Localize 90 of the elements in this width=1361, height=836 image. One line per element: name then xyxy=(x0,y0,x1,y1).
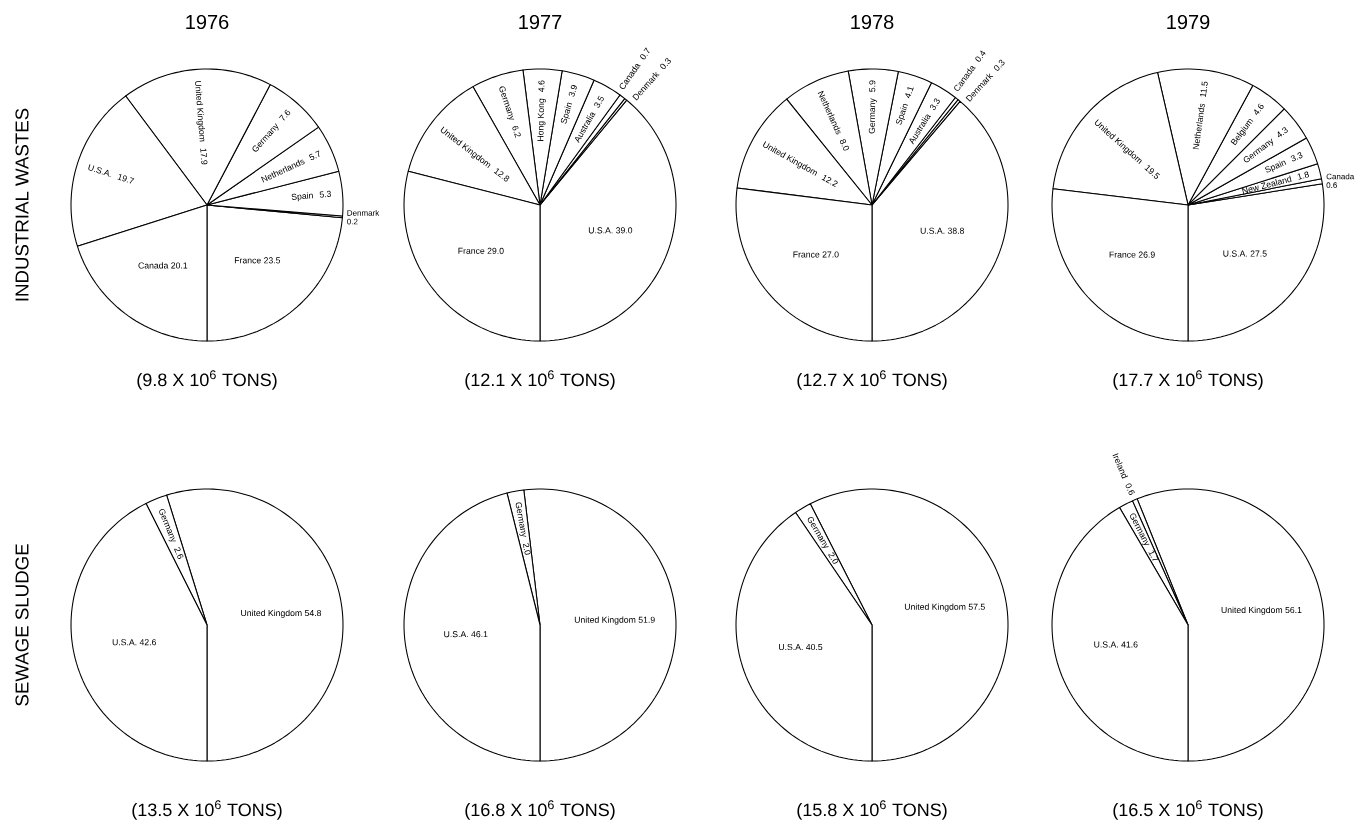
slice-label: U.S.A. xyxy=(779,643,803,651)
slice-label: France xyxy=(458,247,485,254)
data-label: 2.0 xyxy=(828,552,839,564)
slice-label: France xyxy=(1109,251,1136,258)
data-label: 1.8 xyxy=(1297,171,1310,180)
data-label: 27.0 xyxy=(822,251,839,258)
data-label: 0.3 xyxy=(660,58,671,70)
data-label: 11.5 xyxy=(1200,81,1208,98)
slice-label: Denmark xyxy=(347,209,380,216)
data-label: 20.1 xyxy=(171,262,188,269)
data-label: 3.3 xyxy=(1290,152,1303,162)
text: INDUSTRIAL WASTES xyxy=(15,108,29,301)
text: (13.5 X 10$^{6}$ TONS) xyxy=(132,800,282,820)
data-label: 38.8 xyxy=(947,227,964,234)
slice-label: Netherlands xyxy=(1192,103,1205,150)
text: (9.8 X 10$^{6}$ TONS) xyxy=(137,370,277,390)
text: (16.8 X 10$^{6}$ TONS) xyxy=(465,800,615,820)
slice-label: Spain xyxy=(896,103,908,125)
slice-label: United Kingdom xyxy=(904,603,966,612)
slice-label: U.S.A. xyxy=(920,227,945,234)
slice-label: Canada xyxy=(1326,173,1355,180)
slice-label: United Kingdom xyxy=(1221,606,1283,615)
data-label: 2.6 xyxy=(174,547,184,559)
data-label: 54.8 xyxy=(304,609,322,617)
data-label: 5.3 xyxy=(319,190,332,198)
slice-label: France xyxy=(793,251,820,258)
text: (12.1 X 10$^{6}$ TONS) xyxy=(465,370,615,390)
data-label: 26.9 xyxy=(1138,251,1155,258)
slice-label: U.S.A. xyxy=(588,227,613,234)
data-label: 42.6 xyxy=(139,639,156,646)
text: (17.7 X 10$^{6}$ TONS) xyxy=(1113,370,1263,390)
slice-label: United Kingdom xyxy=(195,80,206,142)
data-label: 4.6 xyxy=(538,80,545,92)
data-label: 0.4 xyxy=(975,50,986,62)
slice-label: U.S.A. xyxy=(1223,250,1247,257)
data-label: 0.2 xyxy=(347,218,358,225)
data-label: 39.0 xyxy=(616,227,633,234)
data-label: 2.0 xyxy=(522,543,531,555)
slice-label: Germany xyxy=(868,98,877,134)
data-label: 57.5 xyxy=(968,603,985,610)
slice-label: Germany xyxy=(515,502,527,537)
chart-title: 1978 xyxy=(851,14,894,30)
data-label: 0.7 xyxy=(640,47,650,60)
data-label: 3.3 xyxy=(929,98,940,110)
data-label: 17.9 xyxy=(200,148,208,165)
data-label: 0.6 xyxy=(1125,483,1135,495)
data-label: 8.0 xyxy=(839,139,850,151)
text: (12.7 X 10$^{6}$ TONS) xyxy=(797,370,947,390)
slice-label: U.S.A. xyxy=(1094,641,1118,648)
data-label: 5.7 xyxy=(309,150,320,161)
data-label: 0.3 xyxy=(993,59,1005,71)
slice-label: New Zealand xyxy=(1241,175,1292,194)
data-label: 46.1 xyxy=(471,631,488,638)
slice-label: Spain xyxy=(560,102,573,124)
slice-label: Canada xyxy=(138,262,169,269)
data-label: 40.5 xyxy=(806,643,823,651)
data-label: 6.2 xyxy=(512,125,521,138)
data-label: 19.5 xyxy=(1144,165,1160,179)
slice-label: France xyxy=(234,257,261,264)
data-label: 12.2 xyxy=(821,174,838,188)
chart-title: 1979 xyxy=(1167,14,1210,30)
data-label: 56.1 xyxy=(1285,606,1302,614)
text: (16.5 X 10$^{6}$ TONS) xyxy=(1113,800,1263,820)
text: SEWAGE SLUDGE xyxy=(15,544,29,706)
data-label: 41.6 xyxy=(1121,641,1138,648)
slice-label: United Kingdom xyxy=(241,609,302,618)
data-label: 29.0 xyxy=(487,247,504,254)
slice-label: Spain xyxy=(291,192,313,202)
data-label: 4.3 xyxy=(1277,127,1288,138)
data-label: 23.5 xyxy=(264,257,281,264)
data-label: 5.9 xyxy=(869,80,876,92)
data-label: 0.6 xyxy=(1326,182,1337,188)
data-label: 3.9 xyxy=(568,85,577,97)
data-label: 12.8 xyxy=(493,168,510,182)
slice-label: U.S.A. xyxy=(112,639,137,646)
data-label: 51.9 xyxy=(638,616,655,623)
data-label: 19.7 xyxy=(117,174,135,184)
data-label: 4.1 xyxy=(905,87,914,99)
slice-label: Hong Kong xyxy=(537,98,546,141)
data-label: 27.5 xyxy=(1250,250,1267,257)
data-label: 3.5 xyxy=(594,95,604,108)
slice-label: United Kingdom xyxy=(574,616,636,625)
slice-label: U.S.A. xyxy=(444,631,468,638)
slice-label: U.S.A. xyxy=(88,164,111,178)
data-label: 4.6 xyxy=(1254,103,1264,115)
data-label: 1.7 xyxy=(1148,550,1159,561)
chart-title: 1976 xyxy=(186,14,229,30)
chart-title: 1977 xyxy=(519,14,562,30)
text: (15.8 X 10$^{6}$ TONS) xyxy=(797,800,947,820)
data-label: 7.6 xyxy=(279,109,291,121)
